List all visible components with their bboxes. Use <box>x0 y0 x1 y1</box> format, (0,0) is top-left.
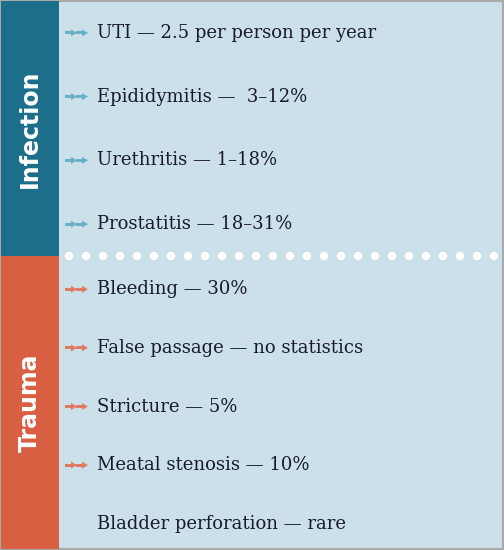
Polygon shape <box>82 403 88 410</box>
Polygon shape <box>71 344 77 351</box>
Circle shape <box>422 252 429 260</box>
Polygon shape <box>71 403 77 410</box>
Polygon shape <box>82 461 88 469</box>
Circle shape <box>219 252 225 260</box>
Bar <box>76 464 82 466</box>
Polygon shape <box>71 286 77 293</box>
Polygon shape <box>82 286 88 293</box>
Circle shape <box>184 252 192 260</box>
Circle shape <box>286 252 293 260</box>
Circle shape <box>473 252 480 260</box>
Bar <box>65 31 71 34</box>
Circle shape <box>439 252 447 260</box>
Bar <box>65 159 71 162</box>
Circle shape <box>371 252 379 260</box>
Polygon shape <box>71 93 77 100</box>
Circle shape <box>270 252 277 260</box>
Bar <box>65 405 71 408</box>
Circle shape <box>406 252 412 260</box>
Bar <box>65 223 71 226</box>
Circle shape <box>116 252 123 260</box>
Text: Epididymitis —  3–12%: Epididymitis — 3–12% <box>97 87 307 106</box>
Polygon shape <box>71 29 77 36</box>
Circle shape <box>83 252 90 260</box>
Text: Bleeding — 30%: Bleeding — 30% <box>97 280 247 298</box>
Bar <box>76 346 82 349</box>
Text: Urethritis — 1–18%: Urethritis — 1–18% <box>97 151 277 169</box>
Circle shape <box>338 252 345 260</box>
Circle shape <box>389 252 396 260</box>
Text: False passage — no statistics: False passage — no statistics <box>97 339 363 357</box>
Bar <box>76 95 82 98</box>
Bar <box>1 1 59 256</box>
Polygon shape <box>71 221 77 228</box>
Circle shape <box>457 252 464 260</box>
Polygon shape <box>82 29 88 36</box>
Bar <box>76 223 82 226</box>
Bar <box>76 159 82 162</box>
Circle shape <box>66 252 73 260</box>
Text: Stricture — 5%: Stricture — 5% <box>97 398 237 415</box>
Circle shape <box>354 252 361 260</box>
Circle shape <box>134 252 141 260</box>
Circle shape <box>202 252 209 260</box>
Bar <box>65 95 71 98</box>
Bar <box>65 346 71 349</box>
Bar <box>76 405 82 408</box>
Circle shape <box>151 252 157 260</box>
Text: Bladder perforation — rare: Bladder perforation — rare <box>97 515 346 533</box>
Bar <box>65 464 71 466</box>
Polygon shape <box>82 344 88 351</box>
Text: Meatal stenosis — 10%: Meatal stenosis — 10% <box>97 456 309 474</box>
Polygon shape <box>71 157 77 164</box>
Circle shape <box>167 252 174 260</box>
Polygon shape <box>82 157 88 164</box>
Circle shape <box>303 252 310 260</box>
Polygon shape <box>82 93 88 100</box>
Bar <box>76 288 82 291</box>
Circle shape <box>99 252 106 260</box>
Circle shape <box>490 252 497 260</box>
Circle shape <box>235 252 242 260</box>
Text: Infection: Infection <box>18 69 42 188</box>
Bar <box>65 288 71 291</box>
Text: Trauma: Trauma <box>18 353 42 452</box>
Text: UTI — 2.5 per person per year: UTI — 2.5 per person per year <box>97 24 376 42</box>
Text: Prostatitis — 18–31%: Prostatitis — 18–31% <box>97 215 292 233</box>
Circle shape <box>321 252 328 260</box>
Bar <box>1 256 59 549</box>
Polygon shape <box>71 461 77 469</box>
Bar <box>76 31 82 34</box>
Circle shape <box>253 252 260 260</box>
Polygon shape <box>82 221 88 228</box>
